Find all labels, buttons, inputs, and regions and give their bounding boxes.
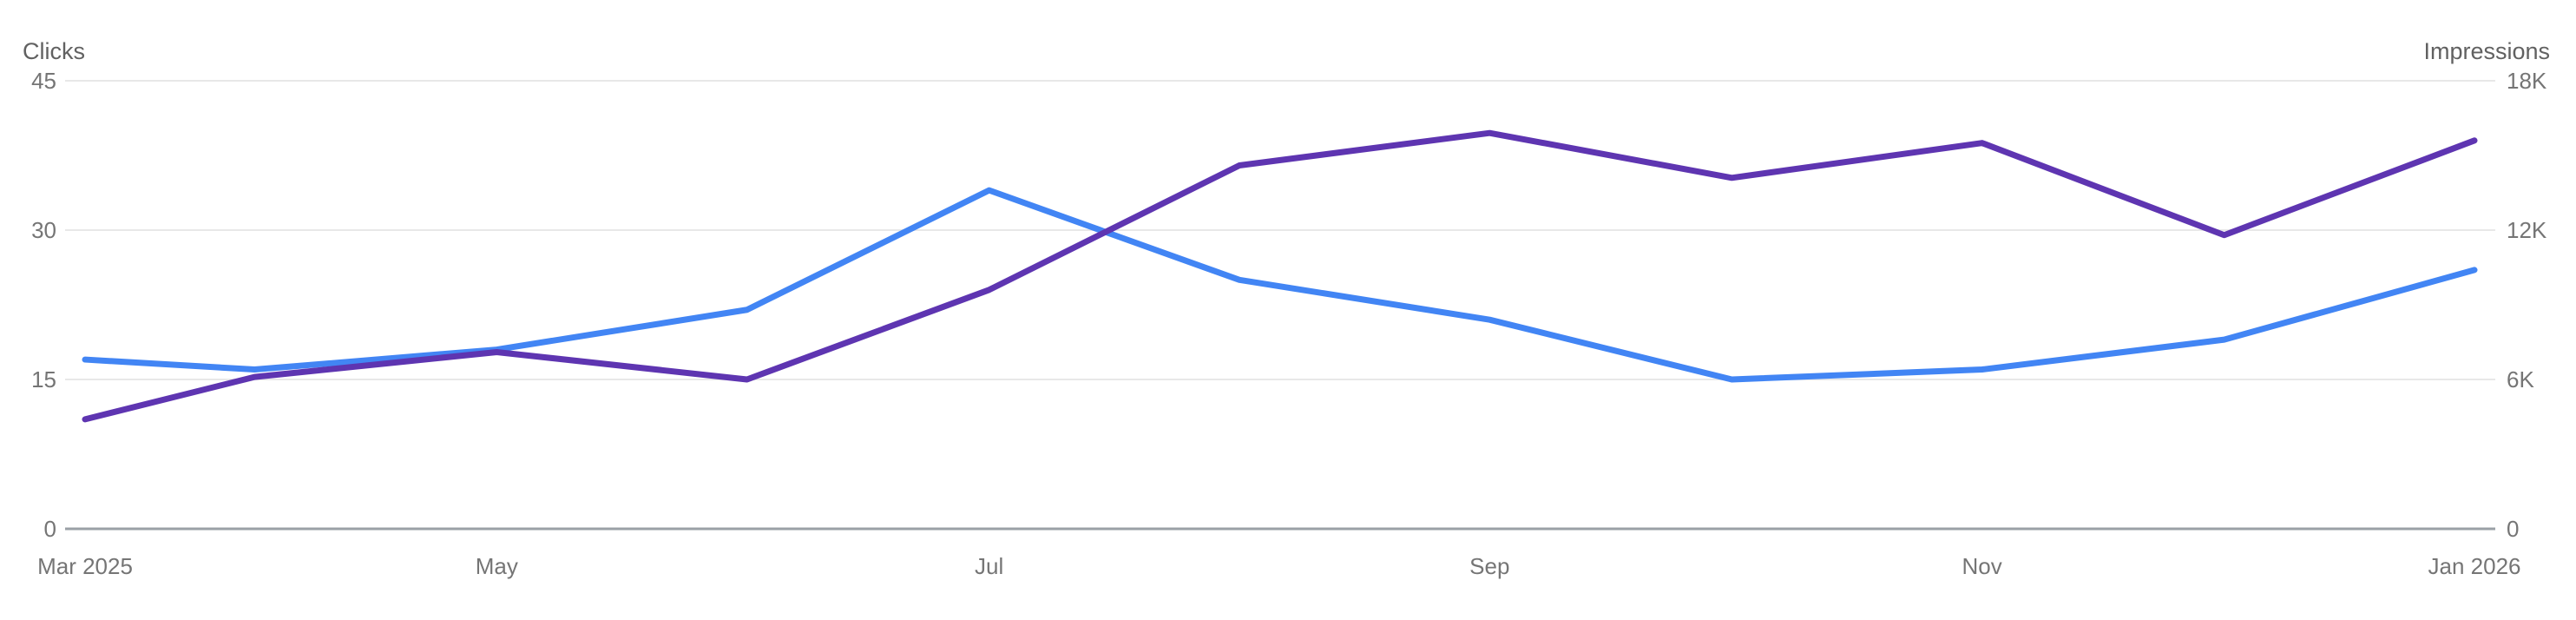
right-axis-tick-label: 12K (2507, 217, 2547, 243)
left-axis-tick-label: 30 (31, 217, 56, 243)
right-axis-tick-label: 0 (2507, 516, 2519, 542)
right-axis-tick-label: 18K (2507, 68, 2547, 94)
right-axis-tick-label: 6K (2507, 366, 2534, 392)
x-axis-tick-label: Mar 2025 (37, 553, 133, 579)
x-axis-tick-label: Jul (975, 553, 1003, 579)
impressions-line[interactable] (82, 129, 2478, 423)
x-axis-tick-label: May (476, 553, 518, 579)
x-axis-tick-label: Jan 2026 (2428, 553, 2521, 579)
x-axis-tick-label: Sep (1469, 553, 1509, 579)
left-axis-title: Clicks (23, 38, 85, 64)
left-axis-tick-label: 15 (31, 366, 56, 392)
clicks-line[interactable] (82, 187, 2478, 383)
right-axis-title: Impressions (2423, 38, 2550, 64)
left-axis-tick-label: 0 (44, 516, 56, 542)
x-axis-tick-label: Nov (1962, 553, 2002, 579)
left-axis-tick-label: 45 (31, 68, 56, 94)
